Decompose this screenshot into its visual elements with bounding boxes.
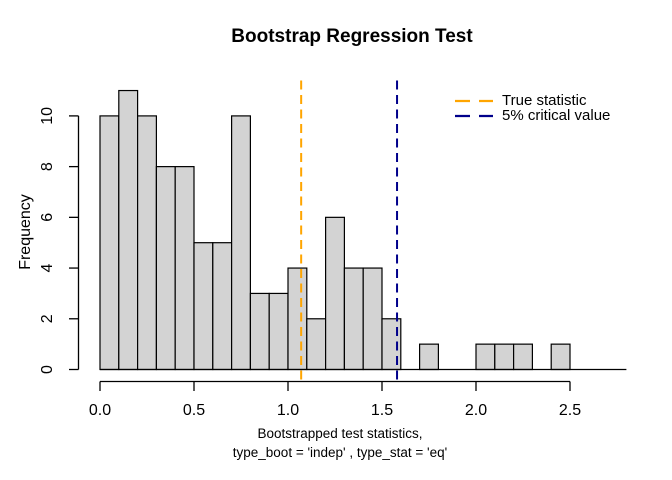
x-tick-label: 1.5 [371,402,393,419]
y-tick-label: 2 [39,314,56,323]
histogram-bar [494,343,515,371]
y-tick-label: 6 [39,213,56,222]
x-tick-label: 1.0 [277,402,299,419]
histogram-bar [325,216,346,371]
histogram-bar [99,115,120,371]
x-axis-label-line1: Bootstrapped test statistics, [257,426,423,441]
legend-label-true-statistic: True statistic [502,92,587,109]
histogram-bar [343,267,364,371]
histogram-bar [212,242,233,371]
histogram-bar [193,242,214,371]
histogram-bar [155,166,176,371]
chart-title: Bootstrap Regression Test [231,26,473,47]
y-tick-label: 0 [39,365,56,374]
x-tick-label: 0.0 [89,402,111,419]
navy-dashed-line-swatch [455,114,493,117]
y-tick-label: 10 [39,107,56,125]
legend: True statistic 5% critical value [454,92,611,124]
orange-dashed-line-swatch [455,99,493,102]
x-tick-label: 2.0 [465,402,487,419]
histogram-bar [118,89,139,371]
legend-item-true-statistic: True statistic [454,92,610,109]
y-tick-label: 8 [39,162,56,171]
x-tick-label: 2.5 [559,402,581,419]
x-tick-label: 0.5 [183,402,205,419]
histogram-bar [550,343,571,371]
histogram-bar [419,343,440,371]
legend-label-critical-value: 5% critical value [502,107,611,124]
legend-item-critical-value: 5% critical value [454,107,611,124]
histogram-bar [362,267,383,371]
histogram-bar [512,343,533,371]
histogram-bar [306,318,327,371]
histogram-bar [174,166,195,371]
histogram-bar [268,292,289,371]
y-tick-label: 4 [39,264,56,273]
histogram-bar [137,115,158,371]
x-axis-label-line2: type_boot = 'indep' , type_stat = 'eq' [232,445,448,460]
histogram-bar [287,267,308,371]
histogram-bar [249,292,270,371]
histogram-bar [231,115,252,371]
histogram-bar [475,343,496,371]
